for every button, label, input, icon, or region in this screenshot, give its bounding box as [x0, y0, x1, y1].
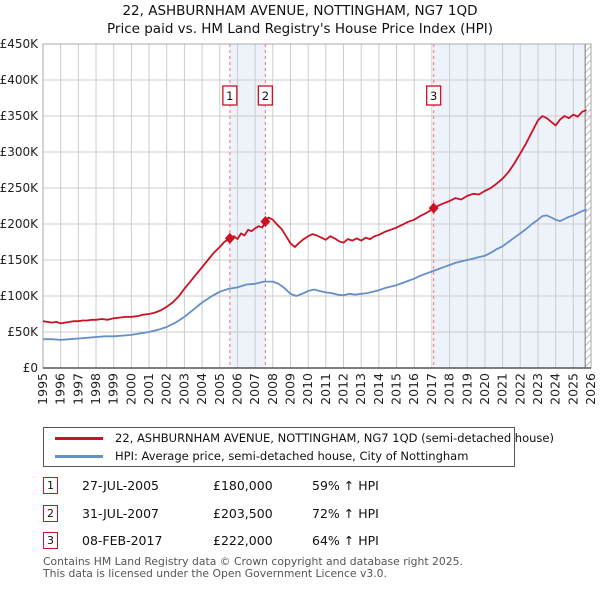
svg-text:2003: 2003 — [176, 373, 191, 405]
transaction-row-3: 3 08-FEB-2017 £222,000 64% ↑ HPI — [43, 532, 493, 549]
transaction-1-hpi-delta: 59% ↑ HPI — [312, 478, 379, 493]
svg-text:2004: 2004 — [194, 373, 209, 405]
svg-text:£300K: £300K — [0, 145, 39, 159]
svg-text:2015: 2015 — [389, 373, 404, 405]
transaction-2-hpi-delta: 72% ↑ HPI — [312, 506, 379, 521]
page-subtitle: Price paid vs. HM Land Registry's House … — [107, 21, 493, 37]
transaction-2-price: £203,500 — [213, 506, 273, 521]
svg-text:2019: 2019 — [459, 373, 474, 405]
svg-text:1996: 1996 — [53, 373, 68, 405]
svg-text:3: 3 — [430, 89, 437, 103]
y-axis-labels: £0 £50K £100K £150K £200K £250K £300K £350K £400… — [0, 37, 39, 375]
license-footer: Contains HM Land Registry data © Crown c… — [43, 556, 463, 579]
property-price-line — [42, 109, 587, 325]
svg-text:2011: 2011 — [318, 373, 333, 405]
hpi-line — [43, 208, 587, 341]
svg-text:2008: 2008 — [265, 373, 280, 405]
svg-text:2017: 2017 — [424, 373, 439, 405]
legend-label-hpi: HPI: Average price, semi-detached house,… — [115, 449, 469, 463]
legend-label-property: 22, ASHBURNHAM AVENUE, NOTTINGHAM, NG7 1… — [115, 431, 554, 445]
svg-text:£450K: £450K — [0, 37, 39, 51]
svg-text:£100K: £100K — [0, 289, 39, 303]
sale-label-box-2[interactable] — [257, 85, 274, 106]
footer-line-1: Contains HM Land Registry data © Crown c… — [43, 555, 463, 568]
transaction-2-date: 31-JUL-2007 — [82, 506, 160, 521]
svg-text:2006: 2006 — [229, 373, 244, 405]
svg-text:1997: 1997 — [70, 373, 85, 405]
hpi-line-swatch — [55, 454, 103, 458]
legend-box: 22, ASHBURNHAM AVENUE, NOTTINGHAM, NG7 1… — [43, 427, 554, 467]
svg-text:1999: 1999 — [106, 373, 121, 405]
svg-text:2026: 2026 — [583, 373, 598, 405]
x-axis-labels: 1995 1996 1997 1998 1999 2000 2001 2002 2003 2004… — [35, 373, 598, 405]
svg-text:£350K: £350K — [0, 109, 39, 123]
svg-text:£150K: £150K — [0, 253, 39, 267]
shaded-bands — [229, 44, 586, 368]
future-hatch-region — [584, 44, 591, 368]
svg-text:£50K: £50K — [7, 325, 39, 339]
svg-text:2020: 2020 — [477, 373, 492, 405]
sale-marker-1[interactable] — [224, 232, 235, 244]
legend-entry-hpi: HPI: Average price, semi-detached house,… — [44, 447, 514, 465]
svg-text:2023: 2023 — [530, 373, 545, 405]
svg-text:2010: 2010 — [300, 373, 315, 405]
svg-text:£200K: £200K — [0, 217, 39, 231]
transaction-row-1: 1 27-JUL-2005 £180,000 59% ↑ HPI — [43, 477, 493, 494]
price-history-chart: 1 2 3£0£50K£100K£150K£200K£250K£300K£350K£… — [0, 37, 598, 405]
transaction-1-badge[interactable]: 1 — [43, 477, 58, 494]
transaction-1-price: £180,000 — [213, 478, 273, 493]
svg-text:2002: 2002 — [159, 373, 174, 405]
svg-text:1995: 1995 — [35, 373, 50, 405]
svg-text:2022: 2022 — [512, 373, 527, 405]
svg-text:2016: 2016 — [406, 373, 421, 405]
transaction-row-2: 2 31-JUL-2007 £203,500 72% ↑ HPI — [43, 505, 493, 522]
svg-text:£400K: £400K — [0, 73, 39, 87]
svg-text:2009: 2009 — [282, 373, 297, 405]
svg-text:2018: 2018 — [442, 373, 457, 405]
svg-text:2021: 2021 — [495, 373, 510, 405]
legend-entry-property: 22, ASHBURNHAM AVENUE, NOTTINGHAM, NG7 1… — [44, 429, 554, 447]
svg-text:1: 1 — [226, 89, 233, 103]
svg-text:£0: £0 — [23, 361, 38, 375]
svg-text:2024: 2024 — [548, 373, 563, 405]
transaction-2-badge[interactable]: 2 — [43, 505, 58, 522]
svg-text:2007: 2007 — [247, 373, 262, 405]
sale-label-box-3[interactable] — [426, 85, 442, 106]
transaction-3-hpi-delta: 64% ↑ HPI — [312, 533, 379, 548]
svg-text:2005: 2005 — [212, 373, 227, 405]
property-line-swatch — [55, 436, 103, 440]
page-title: 22, ASHBURNHAM AVENUE, NOTTINGHAM, NG7 1… — [122, 3, 478, 19]
svg-text:2000: 2000 — [123, 373, 138, 405]
sale-number-labels[interactable]: 1 2 3 — [222, 85, 442, 106]
svg-text:1998: 1998 — [88, 373, 103, 405]
transaction-3-date: 08-FEB-2017 — [82, 533, 163, 548]
svg-text:2014: 2014 — [371, 373, 386, 405]
sale-markers[interactable] — [224, 202, 439, 244]
transaction-3-price: £222,000 — [213, 533, 273, 548]
sale-marker-2[interactable] — [260, 215, 271, 227]
svg-text:2012: 2012 — [336, 373, 351, 405]
svg-text:£250K: £250K — [0, 181, 39, 195]
svg-text:2013: 2013 — [353, 373, 368, 405]
footer-line-2: This data is licensed under the Open Gov… — [43, 566, 387, 580]
svg-text:2: 2 — [262, 89, 269, 103]
transaction-3-badge[interactable]: 3 — [43, 532, 58, 549]
sale-label-box-1[interactable] — [222, 85, 238, 106]
sale-marker-3[interactable] — [428, 202, 439, 214]
svg-text:2025: 2025 — [565, 373, 580, 405]
svg-text:2001: 2001 — [141, 373, 156, 405]
transaction-1-date: 27-JUL-2005 — [82, 478, 160, 493]
